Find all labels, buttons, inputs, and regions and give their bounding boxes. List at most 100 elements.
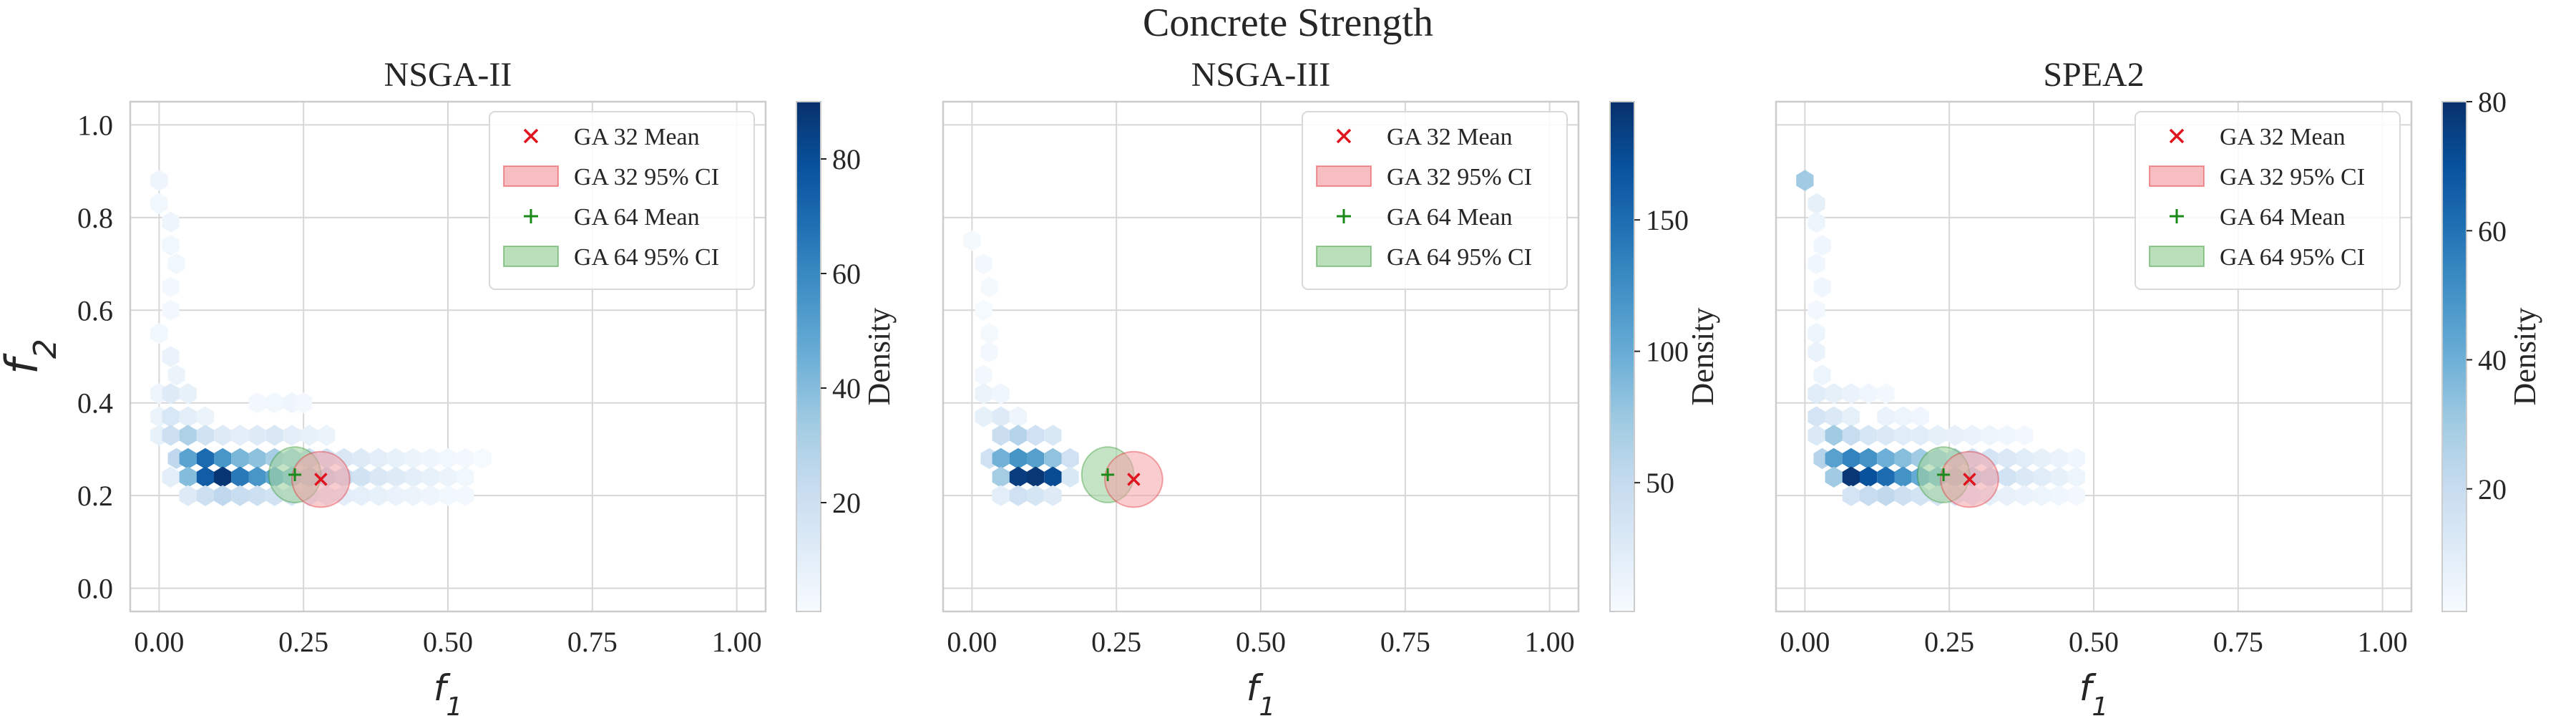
hexbin bbox=[1928, 425, 1947, 446]
hexbin bbox=[196, 466, 215, 488]
hexbin bbox=[1044, 425, 1062, 446]
colorbar-tick-label: 150 bbox=[1646, 204, 1689, 236]
hexbin bbox=[179, 485, 197, 506]
hexbin bbox=[1027, 466, 1045, 488]
hexbin bbox=[2050, 485, 2068, 506]
y-tick-label: 0.8 bbox=[77, 202, 113, 234]
x-tick-label: 0.25 bbox=[1091, 626, 1141, 658]
hexbin bbox=[1825, 425, 1843, 446]
hexbin bbox=[196, 406, 215, 427]
hexbin bbox=[150, 170, 168, 191]
hexbin bbox=[1894, 406, 1912, 427]
hexbin-layer bbox=[963, 230, 1079, 506]
ga64-mean-marker bbox=[288, 468, 302, 482]
hexbin bbox=[162, 211, 180, 233]
ga32-mean-marker bbox=[1127, 473, 1141, 486]
hexbin bbox=[975, 364, 992, 386]
hexbin bbox=[196, 448, 215, 470]
ci-layer bbox=[268, 446, 351, 508]
hexbin bbox=[1825, 448, 1843, 470]
ci-layer bbox=[1080, 446, 1163, 508]
hexbin bbox=[421, 466, 439, 488]
legend-label: GA 32 Mean bbox=[574, 124, 700, 150]
hexbin bbox=[1842, 383, 1860, 405]
colorbar-label: Density bbox=[2507, 308, 2542, 406]
hexbin bbox=[1998, 485, 2016, 506]
x-tick-label: 0.25 bbox=[1924, 626, 1974, 658]
legend-frame bbox=[1302, 111, 1568, 290]
legend: GA 32 Mean GA 32 95% CI GA 64 Mean GA 64 95… bbox=[489, 111, 755, 290]
hexbin bbox=[265, 425, 283, 446]
marker-stroke bbox=[314, 473, 328, 486]
x-tick-label: 1.00 bbox=[2358, 626, 2408, 658]
hexbin bbox=[318, 425, 336, 446]
hexbin bbox=[1796, 170, 1814, 191]
hexbin bbox=[214, 425, 232, 446]
hexbin bbox=[1061, 448, 1079, 470]
colorbar: 20 40 60 80 Density bbox=[2441, 86, 2542, 612]
hexbin bbox=[196, 485, 215, 506]
hexbin bbox=[162, 299, 180, 321]
y-tick-label: 0.4 bbox=[77, 387, 113, 420]
hexbin bbox=[2016, 448, 2034, 470]
marker-stroke bbox=[1963, 473, 1976, 486]
hexbin bbox=[992, 406, 1010, 427]
x-tick-label: 1.00 bbox=[1525, 626, 1575, 658]
y-tick-label: 0.0 bbox=[77, 573, 113, 605]
hexbin bbox=[1998, 448, 2016, 470]
legend-frame bbox=[489, 111, 755, 290]
x-axis-label-subscript: 1 bbox=[2092, 692, 2108, 716]
ci-layer bbox=[1916, 446, 1999, 508]
hexbin bbox=[387, 485, 405, 506]
x-axis-label: f1 bbox=[2079, 667, 2109, 716]
hexbin bbox=[1877, 383, 1895, 405]
y-tick-label: 1.0 bbox=[77, 109, 113, 141]
hexbin bbox=[1860, 466, 1878, 488]
axes-frame bbox=[1775, 100, 2413, 613]
colorbar-label: Density bbox=[862, 308, 897, 406]
marker-stroke bbox=[523, 128, 539, 144]
x-tick-label: 0.75 bbox=[1380, 626, 1430, 658]
hexbin bbox=[2067, 448, 2085, 470]
x-axis-label: f1 bbox=[434, 667, 463, 716]
hexbin bbox=[1894, 466, 1912, 488]
hexbin bbox=[2033, 466, 2051, 488]
colorbar-tick-label: 40 bbox=[2478, 344, 2507, 377]
hexbin bbox=[439, 448, 457, 470]
colorbar: 50 100 150 Density bbox=[1609, 101, 1720, 612]
hexbin bbox=[404, 466, 422, 488]
hexbin bbox=[1807, 383, 1825, 405]
hexbin bbox=[1842, 485, 1860, 506]
legend-label: GA 64 95% CI bbox=[1387, 244, 1532, 271]
hexbin bbox=[457, 466, 474, 488]
hexbin bbox=[1009, 425, 1028, 446]
colorbar-tick-label: 100 bbox=[1646, 336, 1689, 368]
hexbin bbox=[248, 425, 266, 446]
hexbin bbox=[179, 425, 197, 446]
hexbin bbox=[980, 341, 998, 363]
ga64-mean-marker bbox=[1937, 468, 1951, 482]
x-tick-label: 1.00 bbox=[712, 626, 762, 658]
hexbin bbox=[2050, 466, 2068, 488]
hexbin bbox=[162, 383, 180, 405]
hexbin bbox=[2067, 466, 2085, 488]
colorbar-bar bbox=[1609, 101, 1635, 612]
y-tick-label: 0.2 bbox=[77, 480, 113, 512]
hexbin bbox=[963, 230, 981, 251]
hexbin bbox=[975, 406, 992, 427]
hexbin bbox=[2050, 448, 2068, 470]
hexbin bbox=[370, 466, 388, 488]
hexbin bbox=[992, 485, 1010, 506]
hexbin bbox=[1807, 193, 1825, 215]
legend-ga32-ci-swatch bbox=[1316, 165, 1372, 187]
x-tick-label: 0.50 bbox=[423, 626, 473, 658]
legend-ga32-mean-marker bbox=[1336, 128, 1352, 144]
ga64-mean-marker bbox=[1101, 468, 1115, 482]
hexbin bbox=[283, 425, 301, 446]
hexbin bbox=[1044, 485, 1062, 506]
colorbar-bar bbox=[2441, 101, 2467, 612]
hexbin bbox=[1998, 425, 2016, 446]
hexbin bbox=[352, 466, 370, 488]
